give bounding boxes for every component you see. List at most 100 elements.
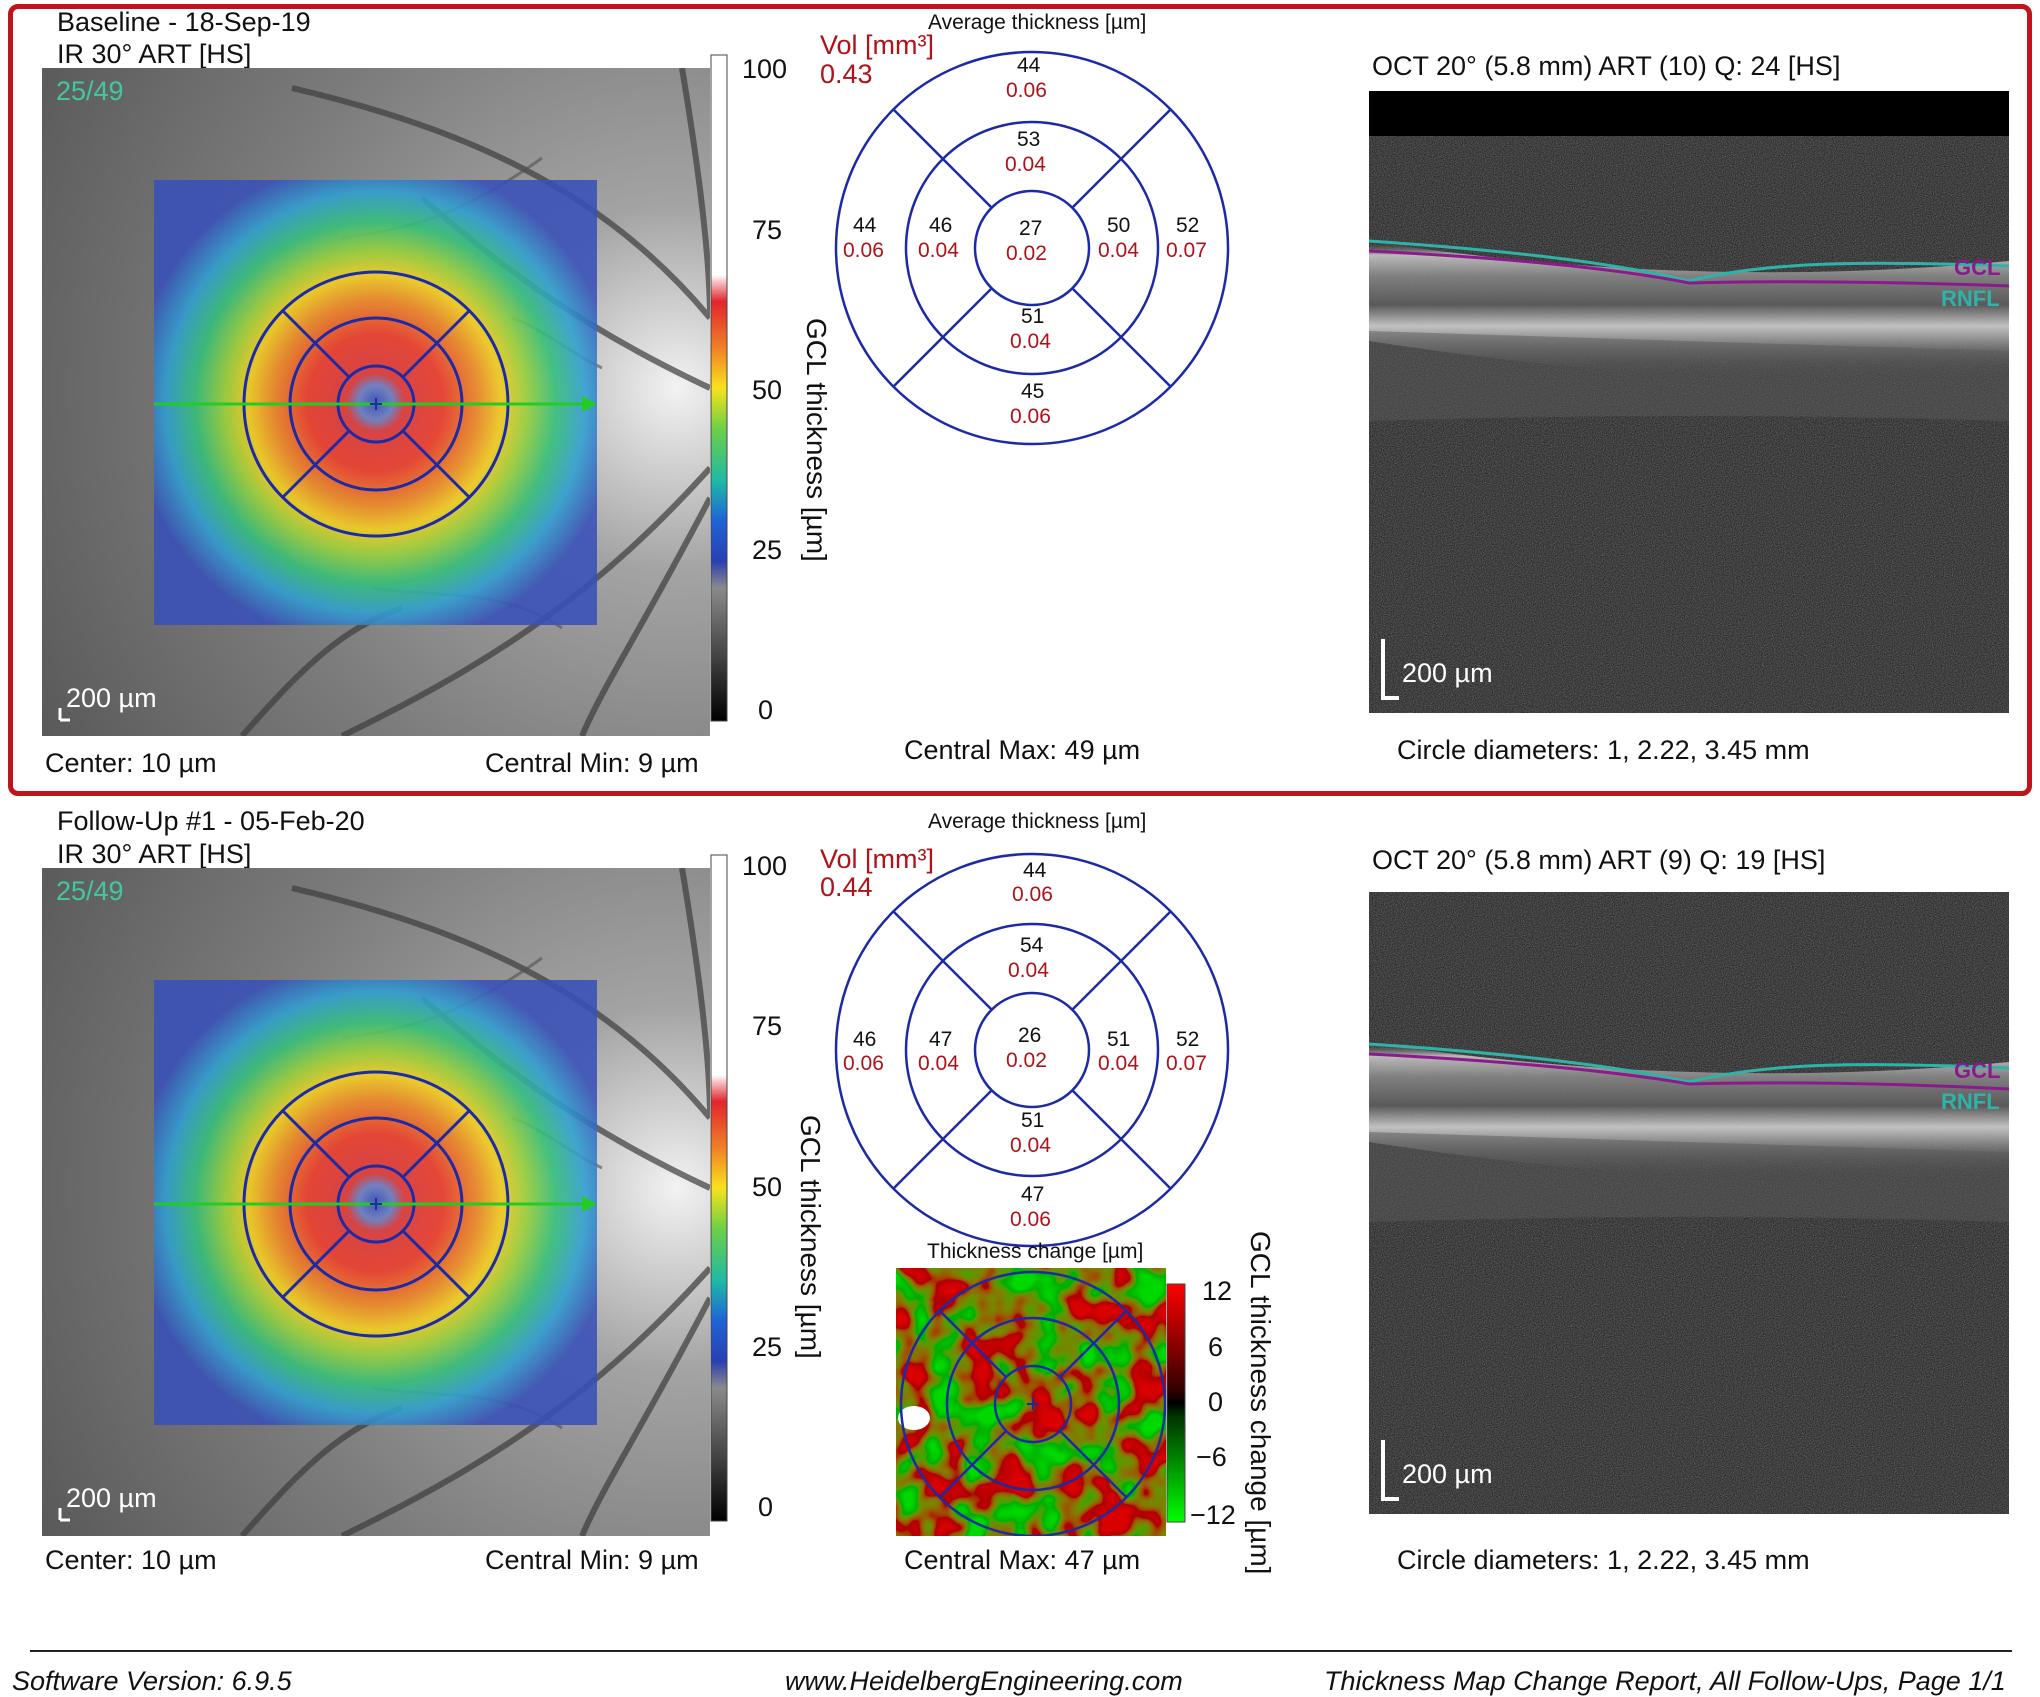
followup-cbar-tick-50: 50: [752, 1172, 783, 1202]
baseline-frame: [8, 4, 2032, 796]
followup-outer-superior-thickness: 44: [1023, 859, 1047, 882]
baseline-vol-label: Vol [mm³]: [820, 30, 935, 60]
followup-inner-nasal-volume: 0.04: [1098, 1052, 1139, 1075]
baseline-oct-scale-label: 200 µm: [1402, 658, 1493, 688]
followup-cbar-tick-100: 100: [742, 851, 788, 881]
baseline-inner-superior-thickness: 53: [1017, 128, 1041, 151]
followup-center: Center: 10 µm: [45, 1545, 217, 1575]
followup-change-tick-neg12: −12: [1190, 1500, 1236, 1530]
followup-oct-title: OCT 20° (5.8 mm) ART (9) Q: 19 [HS]: [1372, 845, 1826, 875]
followup-central-max: Central Max: 47 µm: [904, 1545, 1141, 1575]
baseline-rnfl-label: RNFL: [1941, 286, 2000, 311]
baseline-ir-label: IR 30° ART [HS]: [57, 39, 252, 69]
followup-inner-nasal-thickness: 51: [1107, 1028, 1131, 1051]
followup-outer-inferior-volume: 0.06: [1010, 1208, 1051, 1231]
baseline-oct-title: OCT 20° (5.8 mm) ART (10) Q: 24 [HS]: [1372, 51, 1841, 81]
baseline-inner-inferior-thickness: 51: [1021, 305, 1045, 328]
followup-title: Follow-Up #1 - 05-Feb-20: [57, 806, 365, 836]
baseline-frame-count: 25/49: [56, 76, 124, 106]
followup-sector-grid: [832, 850, 1232, 1250]
footer-divider: [30, 1650, 2012, 1652]
baseline-cbar-tick-75: 75: [752, 215, 783, 245]
baseline-sector-grid: [832, 48, 1232, 448]
baseline-outer-inferior-thickness: 45: [1021, 380, 1045, 403]
baseline-oct-scan[interactable]: GCL RNFL 200 µm: [1369, 91, 2009, 713]
baseline-fundus-image[interactable]: 25/49 200 µm: [42, 68, 710, 736]
baseline-central-max: Central Max: 49 µm: [904, 735, 1141, 765]
baseline-scale-label: 200 µm: [66, 683, 157, 713]
followup-oct-scan[interactable]: GCL RNFL 200 µm: [1369, 892, 2009, 1514]
baseline-colorbar: [710, 54, 728, 722]
baseline-gcl-label: GCL: [1954, 255, 2001, 280]
baseline-cbar-tick-100: 100: [742, 54, 788, 84]
followup-vol-label: Vol [mm³]: [820, 844, 935, 874]
followup-center-thickness: 26: [1018, 1024, 1042, 1047]
baseline-outer-temporal-volume: 0.06: [843, 239, 884, 262]
followup-change-map[interactable]: [896, 1268, 1166, 1536]
followup-change-tick-12: 12: [1202, 1276, 1233, 1306]
baseline-cbar-tick-25: 25: [752, 535, 783, 565]
footer-report-title: Thickness Map Change Report, All Follow-…: [1324, 1666, 2006, 1696]
baseline-center-thickness: 27: [1019, 217, 1043, 240]
footer-website-link[interactable]: www.HeidelbergEngineering.com: [785, 1666, 1183, 1696]
followup-outer-nasal-thickness: 52: [1176, 1028, 1200, 1051]
baseline-circle-diameters: Circle diameters: 1, 2.22, 3.45 mm: [1397, 735, 1810, 765]
followup-inner-superior-volume: 0.04: [1008, 959, 1049, 982]
followup-oct-scale-label: 200 µm: [1402, 1459, 1493, 1489]
followup-cbar-tick-0: 0: [758, 1492, 774, 1522]
baseline-outer-temporal-thickness: 44: [853, 214, 877, 237]
followup-circle-diameters: Circle diameters: 1, 2.22, 3.45 mm: [1397, 1545, 1810, 1575]
followup-ir-label: IR 30° ART [HS]: [57, 839, 252, 869]
followup-inner-temporal-volume: 0.04: [918, 1052, 959, 1075]
followup-sector-heading: Average thickness [µm]: [928, 810, 1147, 833]
baseline-cbar-label: GCL thickness [µm]: [801, 318, 832, 562]
baseline-outer-inferior-volume: 0.06: [1010, 405, 1051, 428]
followup-rnfl-label: RNFL: [1941, 1089, 2000, 1114]
followup-inner-temporal-thickness: 47: [929, 1028, 953, 1051]
followup-central-min: Central Min: 9 µm: [485, 1545, 699, 1575]
baseline-outer-nasal-thickness: 52: [1176, 214, 1200, 237]
followup-inner-superior-thickness: 54: [1020, 934, 1044, 957]
baseline-outer-nasal-volume: 0.07: [1166, 239, 1207, 262]
followup-cbar-label: GCL thickness [µm]: [795, 1115, 826, 1359]
baseline-sector-heading: Average thickness [µm]: [928, 11, 1147, 34]
followup-frame-count: 25/49: [56, 876, 124, 906]
baseline-inner-nasal-volume: 0.04: [1098, 239, 1139, 262]
baseline-inner-superior-volume: 0.04: [1005, 153, 1046, 176]
baseline-inner-inferior-volume: 0.04: [1010, 330, 1051, 353]
followup-cbar-tick-25: 25: [752, 1332, 783, 1362]
followup-gcl-label: GCL: [1954, 1058, 2001, 1083]
followup-scale-label: 200 µm: [66, 1483, 157, 1513]
baseline-inner-nasal-thickness: 50: [1107, 214, 1131, 237]
baseline-outer-superior-volume: 0.06: [1006, 79, 1047, 102]
baseline-inner-temporal-thickness: 46: [929, 214, 953, 237]
followup-outer-temporal-thickness: 46: [853, 1028, 877, 1051]
baseline-vol-value: 0.43: [820, 59, 873, 89]
followup-inner-inferior-volume: 0.04: [1010, 1134, 1051, 1157]
baseline-center: Center: 10 µm: [45, 748, 217, 778]
baseline-inner-temporal-volume: 0.04: [918, 239, 959, 262]
followup-change-tick-neg6: −6: [1196, 1442, 1227, 1472]
followup-change-heading: Thickness change [µm]: [927, 1240, 1144, 1263]
followup-vol-value: 0.44: [820, 872, 873, 902]
followup-inner-inferior-thickness: 51: [1021, 1109, 1045, 1132]
baseline-title: Baseline - 18-Sep-19: [57, 7, 311, 37]
followup-change-colorbar: [1166, 1283, 1186, 1523]
followup-outer-nasal-volume: 0.07: [1166, 1052, 1207, 1075]
followup-cbar-tick-75: 75: [752, 1011, 783, 1041]
baseline-cbar-tick-50: 50: [752, 375, 783, 405]
followup-colorbar: [710, 854, 728, 1522]
baseline-central-min: Central Min: 9 µm: [485, 748, 699, 778]
followup-change-tick-6: 6: [1208, 1332, 1224, 1362]
followup-fundus-image[interactable]: 25/49 200 µm: [42, 868, 710, 1536]
baseline-center-volume: 0.02: [1006, 242, 1047, 265]
followup-outer-temporal-volume: 0.06: [843, 1052, 884, 1075]
followup-change-tick-0: 0: [1208, 1387, 1224, 1417]
followup-outer-superior-volume: 0.06: [1012, 883, 1053, 906]
baseline-cbar-tick-0: 0: [758, 695, 774, 725]
baseline-outer-superior-thickness: 44: [1017, 54, 1041, 77]
followup-change-label: GCL thickness change [µm]: [1245, 1231, 1276, 1575]
followup-outer-inferior-thickness: 47: [1021, 1183, 1045, 1206]
followup-center-volume: 0.02: [1006, 1049, 1047, 1072]
footer-software-version: Software Version: 6.9.5: [12, 1666, 292, 1696]
